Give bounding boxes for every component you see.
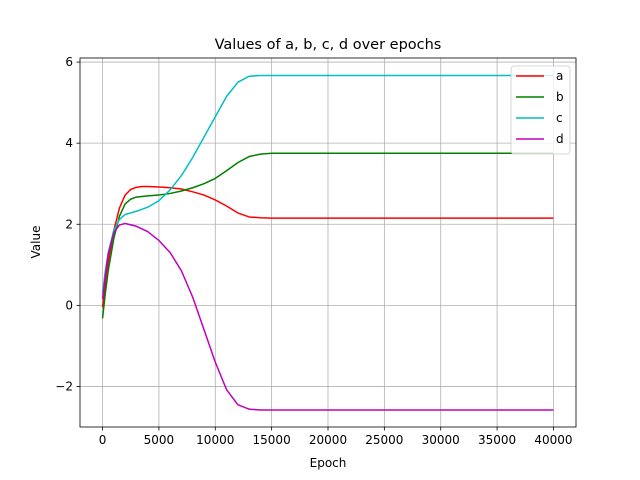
chart-title: Values of a, b, c, d over epochs: [215, 37, 442, 53]
series-line-a: [101, 185, 554, 308]
y-tick-label: 6: [65, 55, 73, 69]
x-tick-label: 20000: [309, 433, 347, 447]
y-axis-label: Value: [29, 226, 43, 259]
x-tick-label: 35000: [478, 433, 516, 447]
legend-box: [510, 65, 571, 155]
x-tick-label: 5000: [144, 433, 175, 447]
series-line-d: [101, 222, 554, 411]
x-axis-label: Epoch: [310, 456, 347, 470]
x-axis: 0 5000 10000 15000 20000 25000 30000 35000 40000: [99, 427, 573, 447]
legend-label-d: d: [556, 132, 564, 146]
x-tick-label: 15000: [253, 433, 291, 447]
series-line-c: [101, 74, 554, 294]
x-tick-label: 30000: [422, 433, 460, 447]
legend-label-b: b: [556, 90, 564, 104]
y-axis: −2 0 2 4 6: [55, 55, 80, 393]
legend-label-c: c: [556, 111, 563, 125]
y-tick-label: 2: [65, 217, 73, 231]
legend-label-a: a: [556, 69, 563, 83]
y-tick-label: 0: [65, 298, 73, 312]
x-tick-label: 10000: [196, 433, 234, 447]
x-tick-label: 0: [99, 433, 107, 447]
y-tick-label: 4: [65, 136, 73, 150]
x-tick-label: 25000: [365, 433, 403, 447]
x-tick-label: 40000: [534, 433, 572, 447]
plot-area: [101, 74, 554, 411]
y-tick-label: −2: [55, 379, 73, 393]
